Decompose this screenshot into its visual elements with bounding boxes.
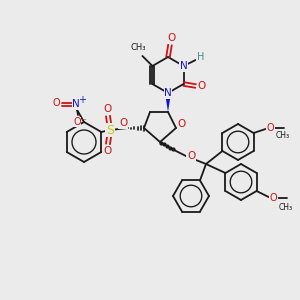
Text: ⁻: ⁻ — [80, 117, 86, 127]
Text: O: O — [197, 81, 206, 91]
Text: O: O — [104, 104, 112, 114]
Text: CH₃: CH₃ — [276, 130, 290, 140]
Text: O: O — [267, 123, 274, 133]
Text: O: O — [119, 118, 127, 128]
Text: O: O — [104, 146, 112, 156]
Text: N: N — [164, 88, 172, 98]
Text: N: N — [180, 61, 188, 71]
Text: CH₃: CH₃ — [131, 44, 146, 52]
Text: O: O — [168, 33, 176, 43]
Text: H: H — [197, 52, 204, 62]
Text: CH₃: CH₃ — [279, 202, 293, 211]
Text: N: N — [72, 99, 80, 109]
Text: O: O — [187, 151, 195, 161]
Text: +: + — [78, 95, 86, 105]
Text: S: S — [106, 124, 114, 136]
Text: O: O — [52, 98, 60, 108]
Text: O: O — [73, 117, 81, 127]
Polygon shape — [165, 93, 171, 112]
Text: O: O — [270, 193, 278, 203]
Text: O: O — [178, 119, 186, 129]
